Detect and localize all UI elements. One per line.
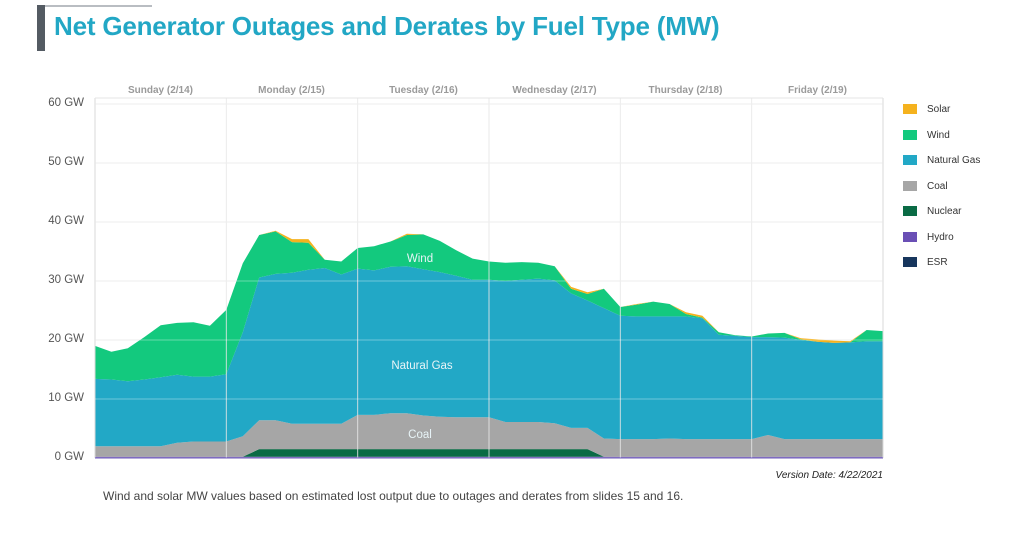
legend-swatch — [903, 206, 917, 216]
y-tick-label: 10 GW — [48, 392, 84, 404]
legend-swatch — [903, 232, 917, 242]
day-label: Thursday (2/18) — [648, 85, 723, 96]
y-tick-label: 50 GW — [48, 156, 84, 168]
area-solar — [95, 230, 883, 352]
legend-label: Natural Gas — [927, 154, 981, 166]
legend-swatch — [903, 104, 917, 114]
legend-swatch — [903, 181, 917, 191]
legend-swatch — [903, 257, 917, 267]
legend-item-esr: ESR — [903, 255, 948, 269]
legend-item-solar: Solar — [903, 102, 950, 116]
day-label: Friday (2/19) — [788, 85, 847, 96]
area-label-wind: Wind — [406, 253, 434, 265]
y-tick-label: 0 GW — [54, 451, 84, 463]
title-accent-bar — [37, 5, 45, 51]
legend-item-coal: Coal — [903, 179, 948, 193]
legend-label: Solar — [927, 103, 951, 115]
day-label: Tuesday (2/16) — [389, 85, 458, 96]
vertical-gridlines — [94, 97, 884, 459]
footnote: Wind and solar MW values based on estima… — [103, 489, 684, 503]
title-accent-line — [37, 5, 152, 7]
legend-item-natural-gas: Natural Gas — [903, 153, 980, 167]
chart-title: Net Generator Outages and Derates by Fue… — [54, 11, 720, 41]
y-tick-label: 60 GW — [48, 97, 84, 109]
legend-label: ESR — [927, 256, 948, 268]
day-label: Wednesday (2/17) — [512, 85, 597, 96]
area-label-coal: Coal — [408, 429, 432, 441]
area-wind — [95, 231, 883, 382]
area-label-natural-gas: Natural Gas — [391, 360, 453, 372]
day-label: Sunday (2/14) — [127, 85, 194, 96]
legend-label: Coal — [927, 180, 948, 192]
y-tick-label: 40 GW — [48, 215, 84, 227]
y-tick-label: 20 GW — [48, 333, 84, 345]
version-date: Version Date: 4/22/2021 — [775, 470, 883, 481]
legend-item-wind: Wind — [903, 128, 950, 142]
day-label: Monday (2/15) — [258, 85, 325, 96]
y-tick-label: 30 GW — [48, 274, 84, 286]
legend-label: Nuclear — [927, 205, 962, 217]
legend-swatch — [903, 130, 917, 140]
legend-swatch — [903, 155, 917, 165]
legend-label: Wind — [927, 129, 950, 141]
legend-item-nuclear: Nuclear — [903, 204, 961, 218]
legend-label: Hydro — [927, 231, 954, 243]
legend-item-hydro: Hydro — [903, 230, 954, 244]
